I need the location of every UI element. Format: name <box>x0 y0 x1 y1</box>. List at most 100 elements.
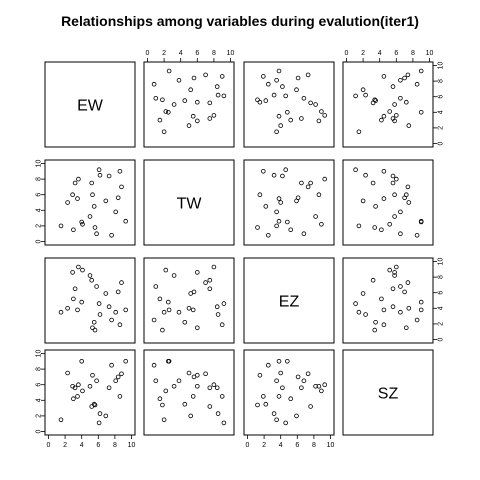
data-point <box>316 192 322 198</box>
data-point <box>106 304 112 310</box>
data-point <box>219 322 225 328</box>
tick-label: 4 <box>36 208 43 212</box>
data-point <box>257 99 263 105</box>
data-point <box>163 388 169 394</box>
data-point <box>176 378 182 384</box>
data-point <box>182 401 188 407</box>
data-point <box>123 307 128 313</box>
data-point <box>414 81 420 87</box>
data-point <box>280 385 285 391</box>
data-point <box>278 123 284 128</box>
data-point <box>90 192 95 198</box>
variable-label: EW <box>77 98 104 115</box>
data-point <box>106 173 112 179</box>
data-point <box>319 388 324 394</box>
data-point <box>414 317 420 323</box>
data-point <box>288 117 294 123</box>
data-point <box>153 284 159 289</box>
data-point <box>360 87 366 92</box>
data-point <box>308 404 313 409</box>
data-point <box>322 382 328 388</box>
data-point <box>274 78 279 83</box>
data-point <box>316 118 322 124</box>
data-point <box>265 233 271 238</box>
data-point <box>117 169 123 174</box>
tick-label: 0 <box>47 442 51 449</box>
data-point <box>255 225 260 230</box>
data-point <box>166 307 172 313</box>
panel-SZ-vs-EZ <box>243 349 335 436</box>
data-point <box>214 385 220 391</box>
data-point <box>219 394 225 399</box>
data-point <box>299 116 304 121</box>
data-point <box>191 75 197 81</box>
tick-label: 0 <box>146 50 150 57</box>
tick-label: 2 <box>438 126 445 130</box>
data-point <box>119 371 124 377</box>
data-point <box>70 270 75 275</box>
tick-label: 10 <box>227 50 235 57</box>
data-point <box>97 312 103 317</box>
data-point <box>113 378 118 384</box>
tick-label: 4 <box>179 50 183 57</box>
data-point <box>207 116 213 121</box>
data-point <box>72 286 78 292</box>
data-point <box>265 81 271 87</box>
data-point <box>65 370 70 376</box>
data-point <box>263 98 269 103</box>
data-point <box>176 309 182 315</box>
data-point <box>372 327 378 333</box>
data-point <box>203 371 208 377</box>
data-point <box>370 180 376 186</box>
data-point <box>151 317 157 323</box>
variable-label: SZ <box>378 386 399 403</box>
data-point <box>207 286 213 292</box>
panel-EZ-vs-SZ <box>342 257 434 344</box>
data-point <box>381 169 387 174</box>
data-point <box>280 84 285 89</box>
variable-label: EZ <box>279 294 300 311</box>
data-point <box>322 113 328 118</box>
data-point <box>392 102 397 107</box>
data-point <box>71 396 76 402</box>
data-point <box>151 81 157 87</box>
data-point <box>79 358 84 364</box>
data-point <box>418 68 424 74</box>
data-point <box>119 184 124 190</box>
data-point <box>153 96 159 101</box>
tick-label: 2 <box>36 414 43 418</box>
data-point <box>151 362 157 368</box>
data-point <box>372 225 378 230</box>
tick-label: 4 <box>438 110 445 114</box>
panel-EW-vs-SZ <box>342 61 434 148</box>
data-point <box>313 102 318 107</box>
data-point <box>271 92 277 98</box>
data-point <box>195 99 200 105</box>
tick-label: 0 <box>438 141 445 145</box>
tick-label: 2 <box>262 442 266 449</box>
data-point <box>76 382 81 388</box>
data-point <box>390 116 396 121</box>
data-point <box>398 284 403 289</box>
data-point <box>381 196 387 201</box>
data-point <box>373 98 378 103</box>
tick-label: 6 <box>438 95 445 99</box>
data-point <box>70 192 75 198</box>
data-point <box>363 312 368 317</box>
data-point <box>390 173 396 179</box>
data-point <box>219 74 225 79</box>
data-point <box>381 113 387 119</box>
data-point <box>319 109 324 114</box>
data-point <box>405 72 411 78</box>
data-point <box>207 385 213 391</box>
data-point <box>188 413 194 419</box>
data-point <box>276 358 282 364</box>
tick-label: 6 <box>96 442 100 449</box>
panel-EW-vs-EZ <box>243 61 335 148</box>
data-point <box>109 233 114 238</box>
tick-label: 10 <box>438 258 445 266</box>
data-point <box>295 195 301 201</box>
data-point <box>284 358 290 364</box>
data-point <box>381 307 387 313</box>
data-point <box>299 385 304 391</box>
